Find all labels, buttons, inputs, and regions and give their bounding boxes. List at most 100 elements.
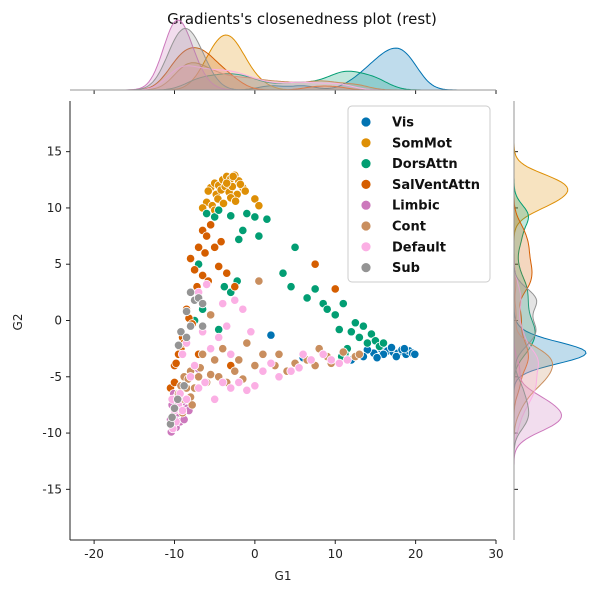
scatter-point-salventattn: [202, 231, 212, 241]
legend-label-vis: Vis: [392, 116, 414, 131]
scatter-point-cont: [254, 276, 264, 286]
scatter-point-dorsattn: [354, 332, 364, 342]
scatter-point-salventattn: [310, 259, 320, 269]
scatter-point-vis: [266, 330, 276, 340]
y-axis-label: G2: [11, 314, 25, 331]
scatter-point-default: [230, 295, 240, 305]
scatter-point-default: [298, 349, 308, 359]
scatter-point-cont: [338, 347, 348, 357]
scatter-point-default: [226, 349, 236, 359]
scatter-point-salventattn: [330, 284, 340, 294]
scatter-point-sub: [173, 340, 184, 350]
legend: Vis SomMot DorsAttn SalVentAttn Limbic Cont De…: [347, 105, 491, 283]
scatter-point-cont: [206, 369, 216, 380]
legend-label-dorsattn: DorsAttn: [392, 157, 458, 172]
scatter-point-dorsattn: [234, 234, 244, 245]
scatter-point-vis: [372, 353, 382, 363]
scatter-point-dorsattn: [214, 205, 224, 215]
tick-labels: -20 -10 0 10 20 30 -15 -10 -5 0 5 10 15: [42, 145, 503, 561]
x-tick-label: 10: [328, 547, 343, 561]
scatter-point-salventattn: [189, 265, 200, 275]
scatter-point-cont: [354, 349, 364, 359]
right-marginal-kde: [513, 101, 587, 540]
scatter-point-dorsattn: [250, 212, 260, 222]
scatter-point-vis: [410, 349, 420, 359]
scatter-point-default: [334, 358, 344, 368]
scatter-point-sommot: [203, 186, 213, 196]
scatter-point-default: [181, 394, 192, 404]
scatter-point-dorsattn: [350, 318, 360, 328]
scatter-point-cont: [210, 355, 220, 365]
x-tick-label: -10: [165, 547, 185, 561]
scatter-point-default: [214, 332, 224, 342]
scatter-point-vis: [391, 351, 401, 362]
scatter-point-default: [222, 321, 232, 331]
legend-marker-salventattn: [360, 178, 372, 190]
x-tick-label: 20: [408, 547, 423, 561]
scatter-point-sub: [181, 306, 192, 317]
scatter-point-dorsattn: [278, 268, 288, 278]
scatter-point-sommot: [222, 178, 232, 188]
scatter-point-dorsattn: [330, 310, 340, 320]
scatter-point-salventattn: [185, 253, 196, 264]
legend-label-default: Default: [392, 240, 446, 255]
scatter-point-dorsattn: [226, 211, 236, 221]
x-tick-label: 0: [251, 547, 259, 561]
y-tick-label: -10: [42, 426, 62, 440]
scatter-point-cont: [274, 349, 284, 359]
legend-marker-sommot: [360, 137, 372, 149]
scatter-point-salventattn: [222, 268, 232, 278]
scatter-point-sub: [179, 381, 189, 391]
scatter-point-dorsattn: [322, 304, 332, 314]
legend-marker-default: [360, 241, 372, 253]
scatter-point-default: [210, 394, 220, 404]
scatter-point-dorsattn: [338, 299, 348, 309]
scatter-point-cont: [198, 349, 208, 359]
scatter-point-sub: [169, 403, 180, 413]
legend-label-limbic: Limbic: [392, 199, 440, 214]
chart-title: Gradients's closenedness plot (rest): [167, 10, 437, 28]
scatter-point-vis: [386, 342, 397, 353]
scatter-point-cont: [258, 349, 268, 359]
legend-marker-dorsattn: [360, 158, 372, 170]
scatter-point-default: [226, 383, 236, 393]
scatter-point-dorsattn: [210, 212, 220, 222]
right-kde-sub: [513, 101, 538, 540]
scatter-point-default: [318, 349, 328, 359]
scatter-point-default: [177, 349, 188, 359]
scatter-point-salventattn: [230, 282, 240, 292]
scatter-point-sub: [176, 327, 186, 337]
scatter-point-sub: [173, 394, 183, 404]
scatter-point-cont: [218, 344, 228, 354]
scatter-point-sommot: [228, 171, 238, 182]
scatter-point-dorsattn: [202, 208, 212, 219]
scatter-point-dorsattn: [262, 214, 272, 224]
scatter-point-sommot: [250, 194, 260, 204]
scatter-point-sub: [185, 321, 196, 331]
scatter-point-default: [246, 327, 256, 337]
scatter-point-salventattn: [210, 242, 220, 252]
y-tick-label: -15: [42, 482, 62, 496]
scatter-point-default: [286, 366, 296, 376]
scatter-point-default: [218, 299, 228, 309]
scatter-point-dorsattn: [254, 231, 264, 241]
y-tick-label: 5: [54, 257, 62, 271]
scatter-point-dorsattn: [302, 293, 312, 303]
scatter-point-cont: [250, 360, 260, 371]
scatter-point-dorsattn: [366, 329, 377, 339]
legend-marker-cont: [360, 220, 372, 232]
top-kde-sub: [70, 27, 496, 91]
scatter-point-dorsattn: [290, 242, 300, 252]
scatter-point-default: [306, 355, 316, 365]
legend-marker-limbic: [360, 199, 372, 211]
scatter-point-default: [234, 377, 244, 388]
scatter-point-default: [258, 366, 268, 376]
scatter-point-sommot: [235, 179, 245, 189]
scatter-point-dorsattn: [242, 208, 252, 219]
legend-label-cont: Cont: [392, 220, 426, 235]
legend-marker-vis: [360, 116, 372, 128]
y-tick-label: -5: [50, 370, 62, 384]
scatter-point-default: [194, 383, 204, 393]
scatter-point-cont: [230, 366, 240, 376]
